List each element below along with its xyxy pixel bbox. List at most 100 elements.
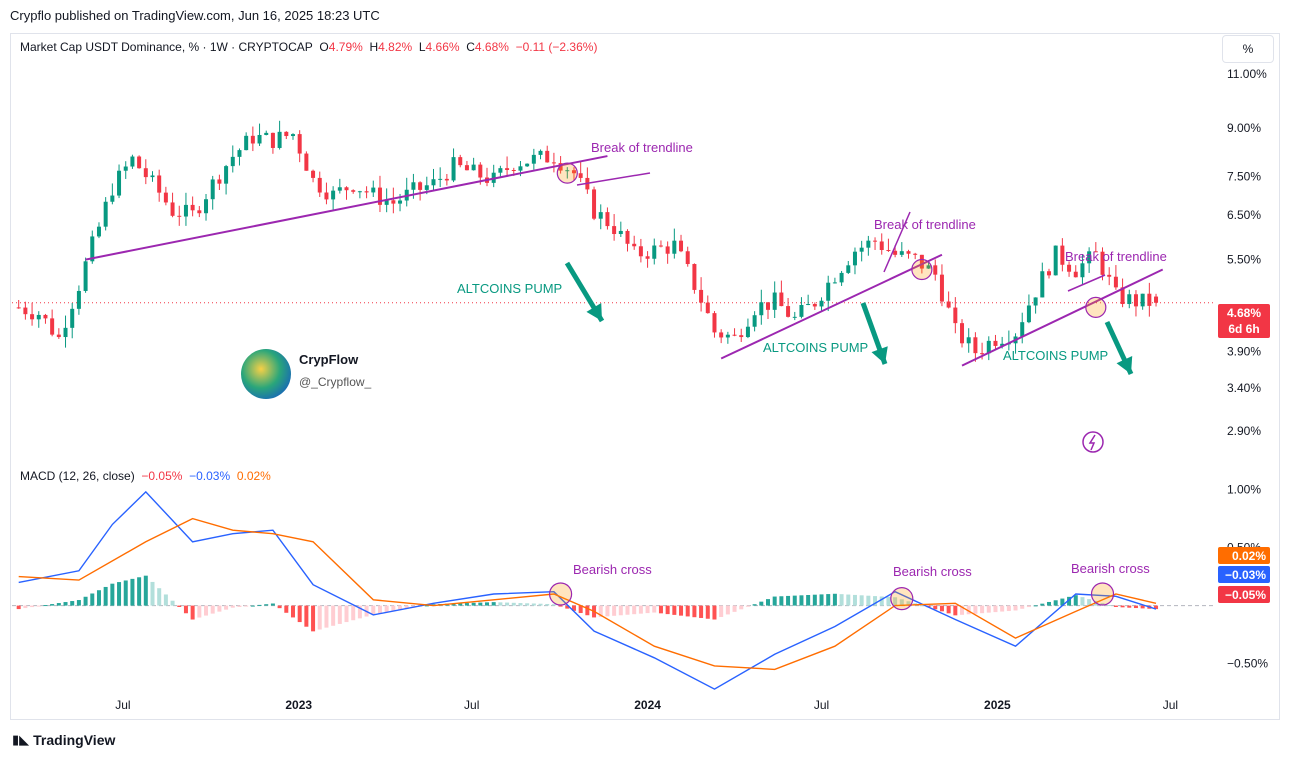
macd-axis-tick: −0.50%	[1227, 657, 1268, 671]
time-axis-tick: Jul	[814, 698, 829, 712]
macd-histogram-bar	[1006, 605, 1011, 612]
macd-histogram-bar	[518, 603, 523, 606]
candle-body	[1107, 274, 1112, 277]
candle-body	[16, 307, 21, 309]
candle-body	[351, 190, 356, 192]
price-axis-tick: 11.00%	[1227, 67, 1267, 81]
macd-histogram-bar	[270, 603, 275, 606]
pump-arrow-head	[1116, 356, 1133, 374]
candle-body	[612, 226, 617, 235]
macd-histogram-bar	[377, 605, 382, 614]
price-axis-tick: 3.40%	[1227, 381, 1261, 395]
macd-histogram-bar	[357, 605, 362, 619]
candle-body	[1053, 245, 1058, 276]
author-handle[interactable]: @_Crypflow_	[299, 375, 372, 389]
macd-histogram-bar	[1140, 605, 1145, 609]
candle-body	[980, 353, 985, 355]
percent-scale-button[interactable]: %	[1222, 35, 1274, 63]
macd-signal-value: 0.02%	[236, 469, 271, 483]
macd-histogram-bar	[1040, 603, 1045, 606]
macd-histogram-bar	[598, 605, 603, 617]
candle-body	[90, 236, 95, 262]
candle-body	[371, 187, 376, 193]
macd-histogram-bar	[899, 599, 904, 606]
tradingview-brand[interactable]: ▮◣ TradingView	[12, 732, 115, 748]
macd-histogram-bar	[183, 605, 188, 614]
candle-body	[50, 318, 55, 335]
macd-histogram-bar	[632, 605, 637, 615]
candle-body	[364, 191, 369, 193]
price-axis-tick: 6.50%	[1227, 208, 1261, 222]
candle-body	[632, 243, 637, 247]
candle-body	[819, 300, 824, 307]
macd-histogram-bar	[612, 605, 617, 616]
candle-body	[939, 274, 944, 302]
macd-histogram-bar	[344, 605, 349, 623]
candle-body	[578, 173, 583, 178]
macd-histogram-bar	[625, 605, 630, 615]
macd-histogram-bar	[766, 599, 770, 606]
macd-histogram-bar	[177, 605, 182, 607]
macd-histogram-bar	[1127, 605, 1132, 608]
macd-histogram-bar	[819, 594, 824, 606]
candle-body	[565, 170, 570, 172]
candle-body	[846, 265, 851, 273]
macd-histogram-bar	[337, 605, 342, 624]
macd-histogram-bar	[1046, 601, 1051, 606]
candle-body	[244, 135, 249, 151]
candle-body	[451, 157, 456, 181]
macd-histogram-bar	[217, 605, 222, 612]
macd-histogram-bar	[398, 605, 403, 611]
macd-histogram-bar	[525, 603, 530, 606]
author-avatar[interactable]	[241, 349, 291, 399]
candle-body	[973, 337, 978, 354]
candle-body	[699, 289, 704, 303]
macd-histogram-bar	[130, 578, 135, 606]
symbol-name[interactable]: Market Cap USDT Dominance, % · 1W · CRYP…	[20, 40, 313, 54]
macd-histogram-bar	[873, 596, 878, 606]
brand-name: TradingView	[33, 732, 116, 748]
candle-body	[1080, 263, 1085, 278]
candle-body	[679, 240, 684, 252]
trendline	[961, 268, 1164, 367]
macd-histogram-bar	[117, 582, 122, 606]
macd-histogram-bar	[578, 605, 583, 614]
macd-histogram-bar	[1067, 596, 1072, 606]
price-axis-tick: 3.90%	[1227, 345, 1261, 359]
candle-body	[966, 337, 971, 344]
candle-body	[913, 253, 918, 255]
macd-histogram-bar	[665, 605, 670, 615]
lightning-icon	[1082, 431, 1104, 453]
macd-histogram-bar	[752, 604, 757, 606]
macd-histogram-bar	[565, 605, 570, 609]
candle-body	[873, 240, 878, 242]
price-axis-tick: 2.90%	[1227, 424, 1261, 438]
macd-histogram-bar	[719, 605, 724, 617]
macd-label[interactable]: MACD (12, 26, close)	[20, 469, 135, 483]
candle-body	[83, 261, 88, 291]
macd-histogram-bar	[538, 603, 543, 606]
macd-histogram-bar	[772, 596, 777, 606]
macd-histogram-bar	[1133, 605, 1138, 609]
altcoins-pump-label: ALTCOINS PUMP	[1003, 348, 1108, 363]
macd-histogram-bar	[478, 602, 483, 606]
macd-histogram-bar	[980, 605, 985, 614]
macd-histogram-bar	[170, 600, 175, 606]
macd-histogram-bar	[250, 605, 255, 607]
macd-histogram-bar	[645, 605, 650, 614]
candle-body	[672, 240, 677, 254]
author-name[interactable]: CrypFlow	[299, 352, 359, 367]
bearish-cross-label: Bearish cross	[573, 562, 652, 577]
macd-histogram-bar	[799, 595, 804, 606]
candle-body	[605, 212, 610, 227]
pointer-arrow-line	[576, 172, 651, 186]
macd-histogram-bar	[384, 605, 389, 613]
candle-body	[879, 241, 884, 251]
signal-badge-value: 0.02%	[1232, 549, 1266, 563]
macd-badge	[1218, 566, 1270, 583]
candle-body	[1000, 343, 1005, 346]
time-axis-tick: Jul	[115, 698, 130, 712]
macd-histogram-bar	[1033, 605, 1038, 607]
candle-body	[237, 150, 242, 157]
